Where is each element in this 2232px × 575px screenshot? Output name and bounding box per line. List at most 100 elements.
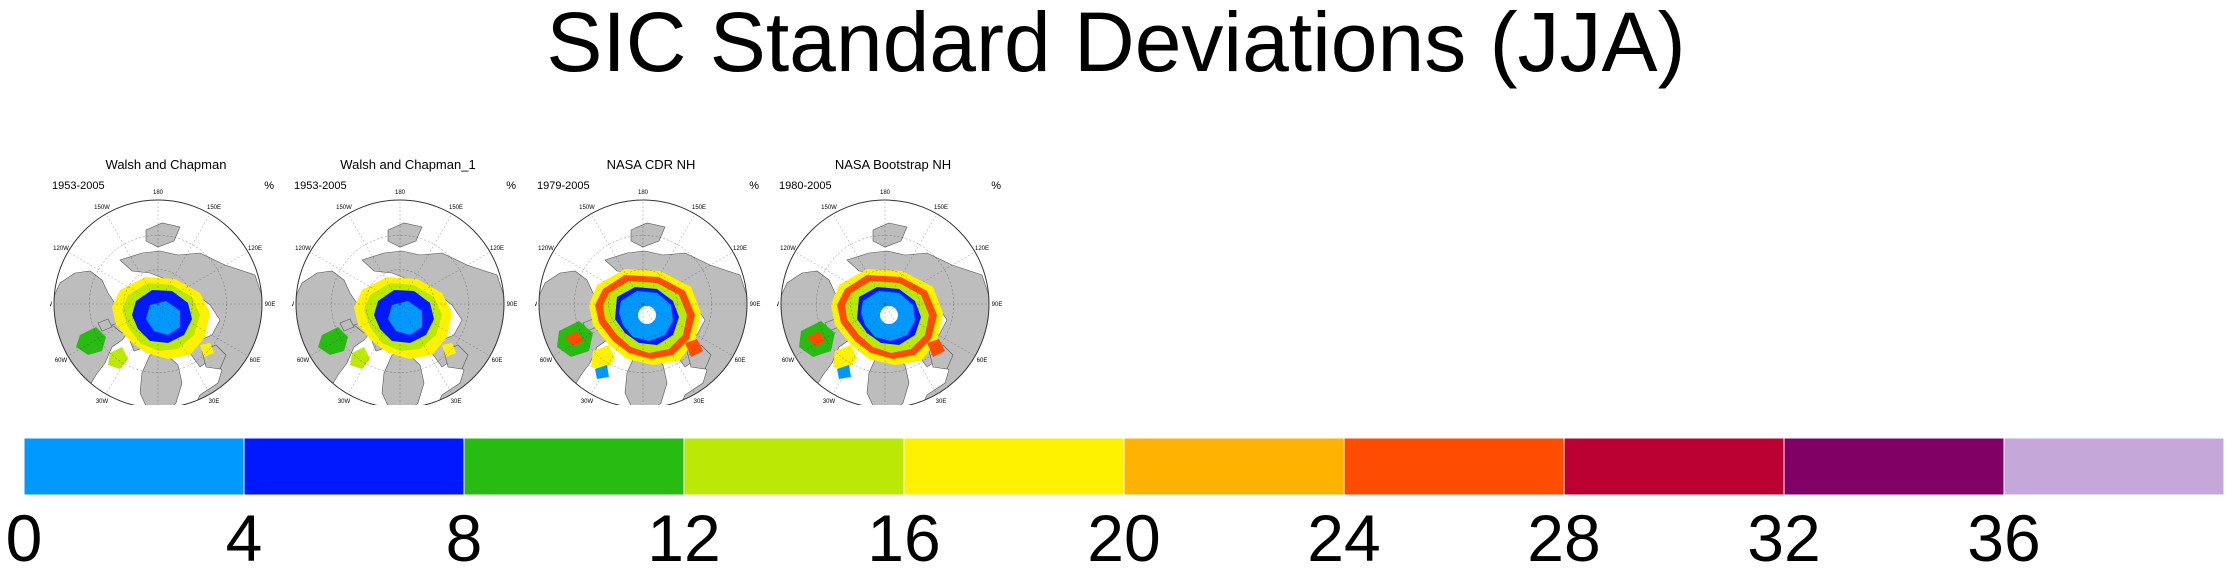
longitude-label: 150E [692, 205, 706, 211]
longitude-label: 120W [53, 246, 69, 252]
longitude-label: 90W [292, 302, 295, 308]
map-border [538, 199, 748, 405]
ice-field-light-blue [837, 365, 851, 379]
polar-map: 180150E120E90E60E30E030W60W90W120W150W [535, 190, 761, 405]
ice-field-light-blue [595, 365, 609, 379]
panel-title: NASA Bootstrap NH [834, 157, 952, 172]
meridian-line [794, 303, 886, 357]
longitude-label: 30E [936, 399, 947, 405]
colorbar-segment [903, 438, 1125, 495]
longitude-label: 90E [507, 302, 518, 308]
longitude-label: 120E [733, 246, 747, 252]
meridian-line [399, 303, 453, 395]
colorbar-tick-label: 0 [5, 501, 43, 575]
longitude-label: 90E [750, 302, 761, 308]
colorbar-segment [1123, 438, 1345, 495]
ice-field-light-blue [388, 301, 422, 335]
colorbar-tick-label: 32 [1747, 501, 1821, 575]
longitude-label: 120E [248, 246, 262, 252]
longitude-label: 120E [490, 246, 504, 252]
longitude-label: 60E [735, 358, 746, 364]
meridian-line [157, 303, 211, 395]
panel-years: 1953-2005 [294, 180, 347, 192]
meridian-line [590, 303, 644, 395]
longitude-label: 90E [992, 302, 1003, 308]
panel-title: Walsh and Chapman [105, 157, 227, 172]
meridian-line [67, 303, 159, 357]
ice-field-green [76, 327, 106, 355]
land-mass [145, 222, 181, 248]
longitude-label: 30W [338, 399, 351, 405]
longitude-label: 150E [207, 205, 221, 211]
latitude-circle [608, 269, 678, 339]
meridian-line [642, 303, 734, 357]
longitude-label: 90W [777, 302, 780, 308]
meridian-line [832, 303, 886, 395]
meridian-line [67, 251, 159, 305]
panel-title: NASA CDR NH [606, 157, 696, 172]
longitude-label: 30W [96, 399, 109, 405]
ice-field-red [807, 331, 825, 347]
land-mass [381, 352, 425, 405]
longitude-label: 150E [934, 205, 948, 211]
longitude-label: 60W [55, 358, 68, 364]
panel-years: 1979-2005 [537, 180, 590, 192]
colorbar-segment [2003, 438, 2224, 495]
longitude-label: 90E [265, 302, 276, 308]
latitude-circle [850, 269, 920, 339]
colorbar-segment [24, 438, 245, 495]
ice-field-light-blue [146, 301, 180, 335]
panel-unit: % [991, 180, 1001, 192]
longitude-label: 30E [694, 399, 705, 405]
land-mass [139, 352, 183, 405]
longitude-label: 180 [395, 190, 406, 196]
longitude-label: 60E [977, 358, 988, 364]
colorbar-tick-label: 28 [1527, 501, 1601, 575]
longitude-label: 90W [50, 302, 53, 308]
meridian-line [399, 303, 491, 357]
figure-title: SIC Standard Deviations (JJA) [546, 0, 1686, 89]
longitude-label: 180 [880, 190, 891, 196]
polar-map: 180150E120E90E60E30E030W60W90W120W150W [50, 190, 276, 405]
ice-field-yellow [833, 345, 857, 371]
map-panel-walsh-chapman-1: Walsh and Chapman_1 1953-2005 % 180 150E 1… [292, 155, 524, 405]
longitude-label: 60W [782, 358, 795, 364]
meridian-line [884, 213, 938, 305]
panel-years: 1980-2005 [779, 180, 832, 192]
map-panel-walsh-chapman: Walsh and Chapman 1953-2005 % 180 150E 120… [50, 155, 282, 405]
colorbar-tick-label: 16 [867, 501, 941, 575]
longitude-label: 90W [535, 302, 538, 308]
longitude-label: 120W [295, 246, 311, 252]
ice-field-lime [108, 347, 128, 369]
meridian-line [884, 303, 976, 357]
longitude-label: 30W [823, 399, 836, 405]
land-mass [872, 222, 908, 248]
pole-hole [880, 306, 898, 324]
map-panel-nasa-bootstrap-nh: NASA Bootstrap NH 1980-2005 % 180 150E 120… [777, 155, 1009, 405]
map-border [780, 199, 990, 405]
panel-title: Walsh and Chapman_1 [340, 157, 476, 172]
meridian-line [642, 251, 734, 305]
longitude-label: 60E [250, 358, 261, 364]
colorbar-segment [463, 438, 685, 495]
colorbar-tick-label: 24 [1307, 501, 1381, 575]
longitude-label: 120E [975, 246, 989, 252]
latitude-circle [365, 269, 435, 339]
latitude-circle [123, 269, 193, 339]
longitude-label: 30E [451, 399, 462, 405]
ice-field-green [318, 327, 348, 355]
meridian-line [157, 303, 249, 357]
pole-hole [638, 306, 656, 324]
land-mass [97, 318, 113, 332]
colorbar-tick-label: 4 [225, 501, 263, 575]
meridian-line [552, 251, 644, 305]
ice-field-yellow [200, 343, 214, 357]
longitude-label: 180 [638, 190, 649, 196]
map-border [53, 199, 263, 405]
colorbar-tick-label: 12 [647, 501, 721, 575]
colorbar-tick-label: 36 [1967, 501, 2041, 575]
longitude-label: 120W [538, 246, 554, 252]
panel-unit: % [749, 180, 759, 192]
meridian-line [347, 303, 401, 395]
meridian-line [309, 303, 401, 357]
